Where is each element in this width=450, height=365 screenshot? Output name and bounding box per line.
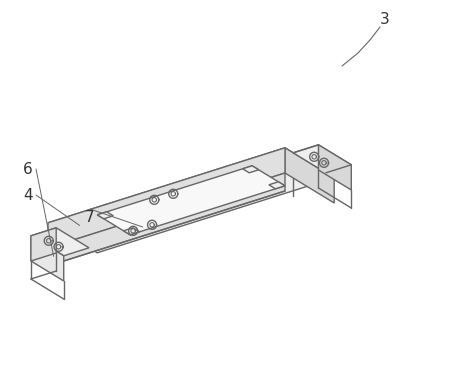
- Polygon shape: [31, 236, 64, 281]
- Polygon shape: [293, 145, 351, 173]
- Polygon shape: [123, 228, 140, 235]
- Polygon shape: [243, 166, 259, 173]
- Text: 4: 4: [23, 188, 33, 203]
- Polygon shape: [285, 148, 334, 203]
- Polygon shape: [48, 148, 285, 248]
- Polygon shape: [48, 148, 334, 253]
- Text: 3: 3: [380, 12, 390, 27]
- Polygon shape: [31, 228, 89, 256]
- Text: 6: 6: [23, 161, 33, 177]
- Polygon shape: [97, 212, 113, 219]
- Polygon shape: [31, 228, 56, 261]
- Polygon shape: [269, 182, 285, 189]
- Polygon shape: [97, 166, 285, 235]
- Text: 7: 7: [85, 210, 95, 224]
- Polygon shape: [319, 145, 351, 190]
- Polygon shape: [48, 173, 285, 266]
